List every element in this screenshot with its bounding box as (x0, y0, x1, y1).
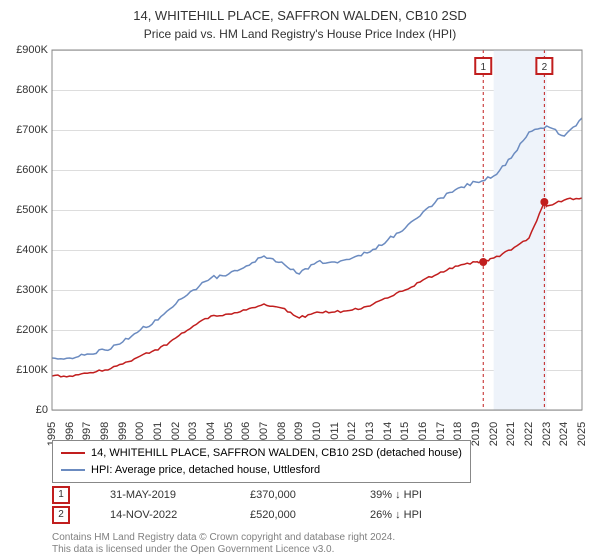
svg-text:1: 1 (480, 62, 486, 73)
plot-area: £0£100K£200K£300K£400K£500K£600K£700K£80… (52, 50, 582, 410)
marker-detail-row: 2 14-NOV-2022 £520,000 26% ↓ HPI (52, 506, 422, 524)
x-axis-label: 2019 (470, 422, 482, 446)
y-axis-label: £900K (16, 44, 48, 56)
marker-detail-badge: 2 (52, 506, 70, 524)
marker-price: £520,000 (250, 509, 330, 521)
x-axis-label: 2024 (558, 422, 570, 446)
chart-subtitle: Price paid vs. HM Land Registry's House … (0, 25, 600, 41)
y-axis-label: £800K (16, 84, 48, 96)
footnote: Contains HM Land Registry data © Crown c… (52, 532, 395, 556)
legend-swatch (61, 452, 85, 454)
x-axis-label: 2022 (523, 422, 535, 446)
x-axis-label: 2023 (541, 422, 553, 446)
legend-label: HPI: Average price, detached house, Uttl… (91, 462, 320, 479)
marker-badge: 2 (536, 58, 552, 74)
footnote-line2: This data is licensed under the Open Gov… (52, 544, 395, 556)
marker-date: 14-NOV-2022 (110, 509, 210, 521)
legend: 14, WHITEHILL PLACE, SAFFRON WALDEN, CB1… (52, 440, 471, 483)
marker-delta: 26% ↓ HPI (370, 509, 422, 521)
y-axis-label: £700K (16, 124, 48, 136)
svg-text:2: 2 (542, 62, 548, 73)
y-axis-label: £100K (16, 364, 48, 376)
y-axis-label: £0 (36, 404, 48, 416)
marker-detail-badge: 1 (52, 486, 70, 504)
footnote-line1: Contains HM Land Registry data © Crown c… (52, 532, 395, 544)
y-axis-label: £300K (16, 284, 48, 296)
marker-price: £370,000 (250, 489, 330, 501)
chart-title: 14, WHITEHILL PLACE, SAFFRON WALDEN, CB1… (0, 0, 600, 25)
legend-item: HPI: Average price, detached house, Uttl… (61, 462, 462, 479)
y-axis-label: £600K (16, 164, 48, 176)
y-axis-label: £500K (16, 204, 48, 216)
marker-detail-row: 1 31-MAY-2019 £370,000 39% ↓ HPI (52, 486, 422, 504)
marker-badge: 1 (475, 58, 491, 74)
chart-container: 14, WHITEHILL PLACE, SAFFRON WALDEN, CB1… (0, 0, 600, 560)
legend-item: 14, WHITEHILL PLACE, SAFFRON WALDEN, CB1… (61, 445, 462, 462)
chart-svg: 12 (52, 50, 582, 410)
marker-date: 31-MAY-2019 (110, 489, 210, 501)
y-axis-label: £200K (16, 324, 48, 336)
x-axis-label: 2020 (488, 422, 500, 446)
y-axis-label: £400K (16, 244, 48, 256)
shaded-region (494, 50, 547, 410)
x-axis-label: 2021 (505, 422, 517, 446)
marker-delta: 39% ↓ HPI (370, 489, 422, 501)
legend-label: 14, WHITEHILL PLACE, SAFFRON WALDEN, CB1… (91, 445, 462, 462)
x-axis-label: 2025 (576, 422, 588, 446)
legend-swatch (61, 469, 85, 471)
